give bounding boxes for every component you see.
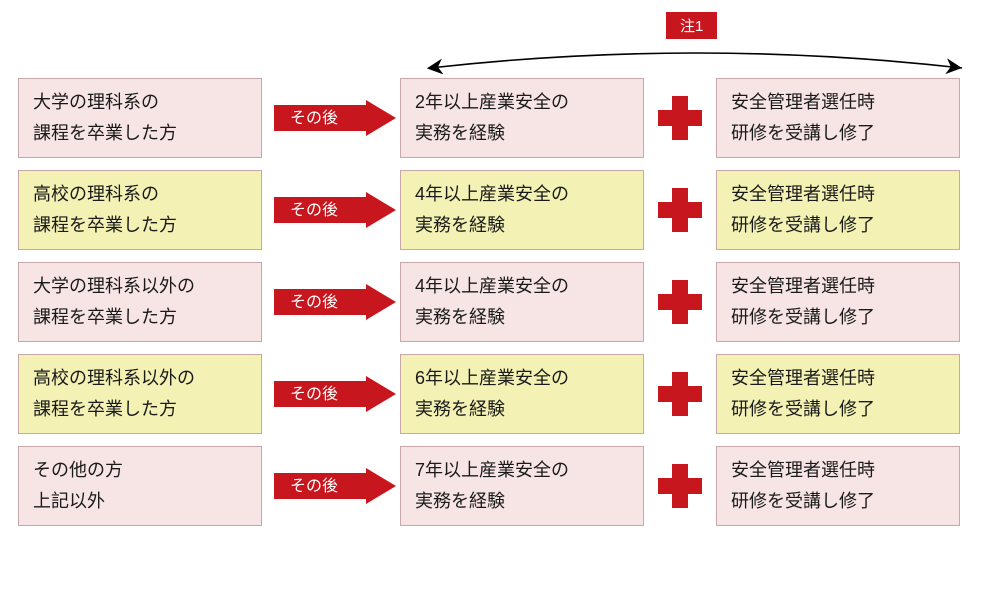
training-box: 安全管理者選任時 研修を受講し修了 [716,262,960,342]
training-box-line2: 研修を受講し修了 [731,486,945,517]
requirement-row: 高校の理科系の 課程を卒業した方 その後 4年以上産業安全の 実務を経験 [18,170,982,250]
experience-box-line1: 4年以上産業安全の [415,271,629,302]
experience-box-line1: 7年以上産業安全の [415,455,629,486]
note-badge: 注1 [666,12,717,39]
arrow-icon: その後 [262,98,400,138]
rows-list: 大学の理科系の 課程を卒業した方 その後 2年以上産業安全の 実務を経験 [18,78,982,526]
experience-box: 6年以上産業安全の 実務を経験 [400,354,644,434]
education-box-line1: 高校の理科系以外の [33,363,247,394]
plus-icon [658,188,702,232]
experience-box: 4年以上産業安全の 実務を経験 [400,170,644,250]
requirement-row: 大学の理科系の 課程を卒業した方 その後 2年以上産業安全の 実務を経験 [18,78,982,158]
arrow-icon: その後 [262,282,400,322]
education-box-line1: 大学の理科系の [33,87,247,118]
plus-icon [658,96,702,140]
training-box-line2: 研修を受講し修了 [731,302,945,333]
education-box-line2: 課程を卒業した方 [33,394,247,425]
education-box-line2: 課程を卒業した方 [33,210,247,241]
plus-cell [644,78,716,158]
diagram-container: 注1 大学の理科系の 課程を卒業した方 その後 2年以上産業安全の [0,0,1000,538]
note-annotation: 注1 [18,12,982,72]
education-box-line2: 上記以外 [33,486,247,517]
experience-box-line1: 6年以上産業安全の [415,363,629,394]
training-box: 安全管理者選任時 研修を受講し修了 [716,354,960,434]
experience-box-line2: 実務を経験 [415,302,629,333]
training-box-line2: 研修を受講し修了 [731,118,945,149]
arrow-icon: その後 [262,466,400,506]
education-box: 高校の理科系の 課程を卒業した方 [18,170,262,250]
plus-cell [644,262,716,342]
experience-box-line2: 実務を経験 [415,210,629,241]
plus-icon [658,372,702,416]
plus-cell [644,446,716,526]
plus-icon [658,280,702,324]
education-box-line2: 課程を卒業した方 [33,118,247,149]
training-box-line2: 研修を受講し修了 [731,394,945,425]
education-box: 大学の理科系の 課程を卒業した方 [18,78,262,158]
training-box-line1: 安全管理者選任時 [731,271,945,302]
experience-box-line1: 4年以上産業安全の [415,179,629,210]
experience-box: 7年以上産業安全の 実務を経験 [400,446,644,526]
training-box-line2: 研修を受講し修了 [731,210,945,241]
education-box: 高校の理科系以外の 課程を卒業した方 [18,354,262,434]
plus-cell [644,170,716,250]
training-box-line1: 安全管理者選任時 [731,455,945,486]
training-box: 安全管理者選任時 研修を受講し修了 [716,170,960,250]
arrow-after: その後 [262,262,400,342]
education-box-line1: 高校の理科系の [33,179,247,210]
education-box-line2: 課程を卒業した方 [33,302,247,333]
arrow-after: その後 [262,78,400,158]
experience-box-line1: 2年以上産業安全の [415,87,629,118]
training-box: 安全管理者選任時 研修を受講し修了 [716,446,960,526]
training-box-line1: 安全管理者選任時 [731,179,945,210]
experience-box-line2: 実務を経験 [415,394,629,425]
experience-box-line2: 実務を経験 [415,486,629,517]
requirement-row: その他の方 上記以外 その後 7年以上産業安全の 実務を経験 [18,446,982,526]
training-box-line1: 安全管理者選任時 [731,363,945,394]
education-box: その他の方 上記以外 [18,446,262,526]
experience-box: 4年以上産業安全の 実務を経験 [400,262,644,342]
arrow-label: その後 [290,293,338,311]
arrow-after: その後 [262,170,400,250]
training-box-line1: 安全管理者選任時 [731,87,945,118]
arrow-icon: その後 [262,374,400,414]
arrow-after: その後 [262,354,400,434]
arrow-label: その後 [290,109,338,127]
experience-box-line2: 実務を経験 [415,118,629,149]
education-box-line1: 大学の理科系以外の [33,271,247,302]
arrow-label: その後 [290,201,338,219]
education-box-line1: その他の方 [33,455,247,486]
arrow-label: その後 [290,385,338,403]
arrow-label: その後 [290,477,338,495]
requirement-row: 大学の理科系以外の 課程を卒業した方 その後 4年以上産業安全の 実務を経験 [18,262,982,342]
training-box: 安全管理者選任時 研修を受講し修了 [716,78,960,158]
arrow-after: その後 [262,446,400,526]
arrow-icon: その後 [262,190,400,230]
plus-icon [658,464,702,508]
plus-cell [644,354,716,434]
education-box: 大学の理科系以外の 課程を卒業した方 [18,262,262,342]
experience-box: 2年以上産業安全の 実務を経験 [400,78,644,158]
requirement-row: 高校の理科系以外の 課程を卒業した方 その後 6年以上産業安全の 実務を経験 [18,354,982,434]
